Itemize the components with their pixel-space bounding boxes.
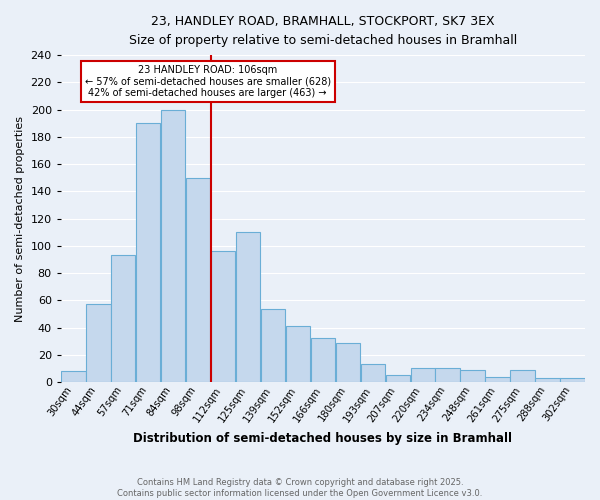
Bar bbox=[560, 378, 585, 382]
Bar bbox=[485, 376, 510, 382]
Title: 23, HANDLEY ROAD, BRAMHALL, STOCKPORT, SK7 3EX
Size of property relative to semi: 23, HANDLEY ROAD, BRAMHALL, STOCKPORT, S… bbox=[129, 15, 517, 47]
Bar bbox=[511, 370, 535, 382]
Bar bbox=[386, 376, 410, 382]
Bar bbox=[161, 110, 185, 382]
Bar bbox=[361, 364, 385, 382]
Text: Contains HM Land Registry data © Crown copyright and database right 2025.
Contai: Contains HM Land Registry data © Crown c… bbox=[118, 478, 482, 498]
Bar bbox=[211, 252, 235, 382]
Bar bbox=[286, 326, 310, 382]
Bar bbox=[261, 308, 285, 382]
Bar bbox=[410, 368, 435, 382]
Bar bbox=[436, 368, 460, 382]
Y-axis label: Number of semi-detached properties: Number of semi-detached properties bbox=[15, 116, 25, 322]
Bar bbox=[186, 178, 211, 382]
X-axis label: Distribution of semi-detached houses by size in Bramhall: Distribution of semi-detached houses by … bbox=[133, 432, 512, 445]
Bar bbox=[535, 378, 560, 382]
Bar bbox=[460, 370, 485, 382]
Bar bbox=[335, 342, 360, 382]
Bar bbox=[311, 338, 335, 382]
Bar bbox=[86, 304, 110, 382]
Bar bbox=[136, 123, 160, 382]
Text: 23 HANDLEY ROAD: 106sqm
← 57% of semi-detached houses are smaller (628)
42% of s: 23 HANDLEY ROAD: 106sqm ← 57% of semi-de… bbox=[85, 65, 331, 98]
Bar bbox=[61, 371, 86, 382]
Bar bbox=[236, 232, 260, 382]
Bar bbox=[111, 256, 136, 382]
